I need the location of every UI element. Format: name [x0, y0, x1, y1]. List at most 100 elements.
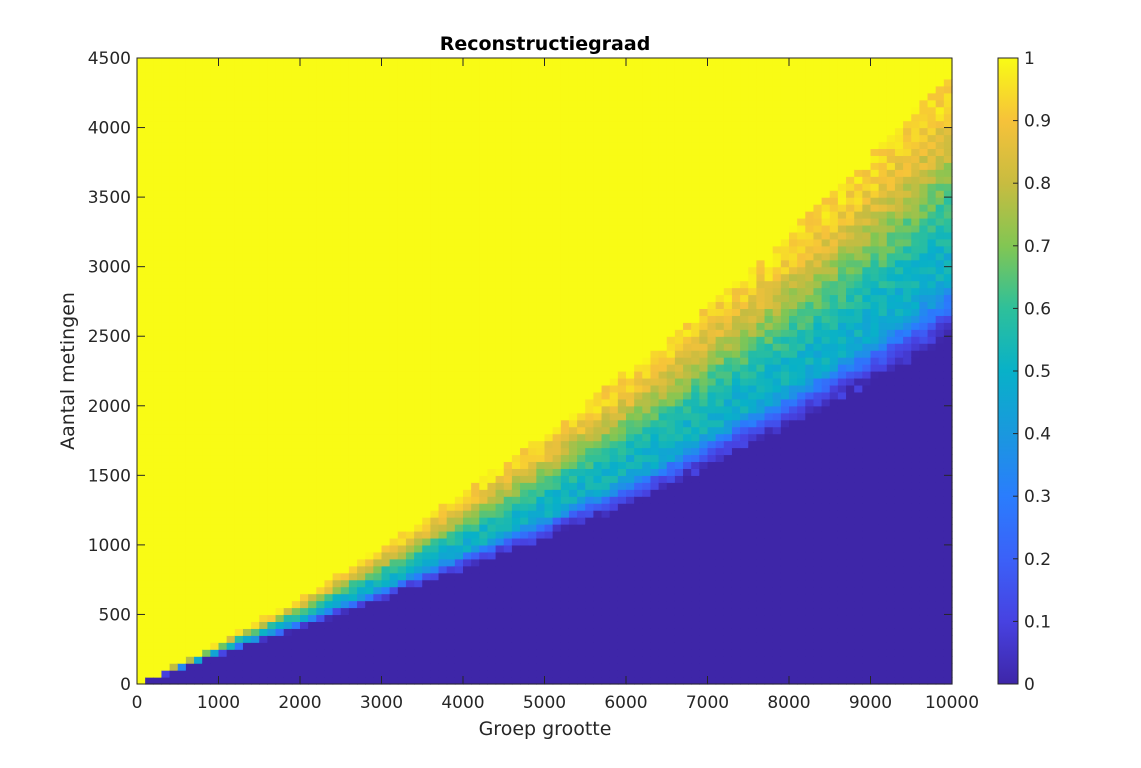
heatmap-cell: [153, 412, 163, 421]
heatmap-cell: [185, 607, 195, 616]
heatmap-cell: [568, 364, 578, 372]
heatmap-cell: [357, 524, 366, 532]
heatmap-cell: [357, 364, 366, 372]
heatmap-cell: [471, 426, 480, 435]
heatmap-cell: [161, 447, 171, 456]
heatmap-cell: [291, 329, 301, 337]
heatmap-cell: [544, 398, 554, 407]
heatmap-cell: [242, 78, 252, 87]
heatmap-cell: [242, 635, 252, 643]
heatmap-cell: [185, 426, 195, 435]
heatmap-cell: [177, 231, 187, 240]
heatmap-cell: [528, 183, 537, 191]
heatmap-cell: [161, 551, 171, 560]
heatmap-cell: [308, 572, 317, 581]
heatmap-cell: [503, 614, 513, 622]
heatmap-cell: [568, 663, 578, 671]
heatmap-cell: [479, 78, 489, 87]
heatmap-cell: [259, 204, 268, 212]
heatmap-cell: [422, 454, 431, 463]
heatmap-cell: [218, 58, 228, 66]
heatmap-cell: [275, 496, 285, 504]
heatmap-cell: [405, 649, 415, 657]
heatmap-cell: [332, 537, 342, 546]
heatmap-cell: [300, 371, 309, 379]
heatmap-cell: [438, 433, 448, 442]
heatmap-cell: [528, 586, 537, 595]
heatmap-cell: [169, 663, 179, 671]
heatmap-cell: [308, 377, 317, 386]
heatmap-cell: [405, 322, 415, 330]
heatmap-cell: [185, 572, 195, 581]
heatmap-cell: [185, 412, 195, 421]
heatmap-cell: [479, 391, 489, 400]
heatmap-cell: [544, 287, 554, 296]
heatmap-cell: [202, 99, 211, 108]
heatmap-cell: [202, 134, 211, 143]
heatmap-cell: [340, 642, 350, 650]
heatmap-cell: [414, 551, 423, 560]
heatmap-cell: [568, 607, 578, 616]
heatmap-cell: [234, 405, 244, 414]
heatmap-cell: [194, 148, 203, 156]
heatmap-cell: [577, 426, 586, 435]
heatmap-cell: [291, 211, 301, 219]
heatmap-cell: [145, 558, 154, 567]
heatmap-cell: [446, 155, 456, 163]
heatmap-cell: [194, 405, 203, 414]
heatmap-cell: [300, 92, 309, 101]
heatmap-cell: [585, 642, 594, 650]
heatmap-cell: [332, 614, 342, 622]
heatmap-cell: [137, 537, 146, 546]
heatmap-cell: [145, 398, 154, 407]
heatmap-cell: [316, 329, 326, 337]
heatmap-cell: [316, 315, 326, 323]
heatmap-cell: [397, 510, 407, 518]
heatmap-cell: [194, 600, 203, 609]
heatmap-cell: [471, 169, 480, 177]
heatmap-cell: [340, 322, 350, 330]
heatmap-cell: [511, 565, 521, 574]
heatmap-cell: [210, 419, 220, 428]
heatmap-cell: [308, 405, 317, 414]
heatmap-cell: [218, 64, 228, 73]
heatmap-cell: [389, 301, 399, 309]
heatmap-cell: [145, 259, 154, 268]
heatmap-cell: [283, 663, 293, 671]
heatmap-cell: [161, 106, 171, 115]
heatmap-cell: [438, 127, 448, 136]
heatmap-cell: [389, 530, 399, 539]
heatmap-cell: [552, 482, 562, 490]
heatmap-cell: [161, 141, 171, 150]
heatmap-cell: [487, 391, 497, 400]
heatmap-cell: [528, 419, 537, 428]
heatmap-cell: [218, 238, 228, 247]
heatmap-cell: [137, 64, 146, 73]
heatmap-cell: [226, 169, 236, 177]
heatmap-cell: [487, 162, 497, 170]
heatmap-cell: [202, 113, 211, 122]
heatmap-cell: [259, 190, 268, 198]
heatmap-cell: [397, 670, 407, 678]
heatmap-cell: [251, 607, 260, 616]
heatmap-cell: [373, 558, 383, 567]
heatmap-cell: [267, 586, 277, 595]
heatmap-cell: [414, 614, 423, 622]
heatmap-cell: [153, 280, 163, 289]
heatmap-cell: [520, 155, 529, 163]
heatmap-cell: [560, 155, 570, 163]
heatmap-cell: [536, 343, 546, 351]
heatmap-cell: [560, 162, 570, 170]
heatmap-cell: [479, 287, 489, 296]
heatmap-cell: [430, 190, 440, 198]
heatmap-cell: [291, 343, 301, 351]
heatmap-cell: [316, 64, 326, 73]
heatmap-cell: [454, 308, 464, 316]
heatmap-cell: [259, 461, 268, 469]
heatmap-cell: [226, 134, 236, 143]
heatmap-cell: [226, 656, 236, 664]
heatmap-cell: [471, 273, 480, 282]
heatmap-cell: [503, 287, 513, 296]
heatmap-cell: [185, 551, 195, 560]
heatmap-cell: [210, 433, 220, 442]
